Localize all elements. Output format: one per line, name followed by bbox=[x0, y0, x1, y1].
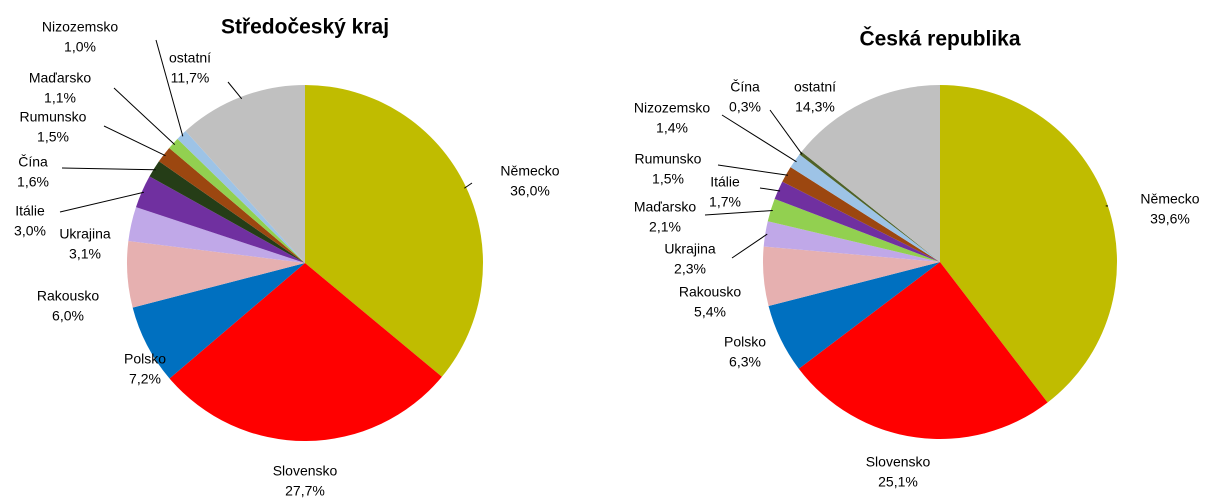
slice-value: 1,1% bbox=[44, 90, 76, 106]
leader-line bbox=[704, 210, 773, 216]
chart-title: Česká republika bbox=[859, 27, 1020, 51]
pie-slice bbox=[149, 161, 305, 263]
slice-label: Německo bbox=[1140, 191, 1199, 207]
slice-value: 3,1% bbox=[69, 246, 101, 262]
slice-label: Čína bbox=[18, 154, 48, 170]
slice-value: 39,6% bbox=[1150, 211, 1190, 227]
pie-slice bbox=[763, 221, 940, 262]
slice-value: 25,1% bbox=[878, 474, 918, 490]
slice-label: Německo bbox=[500, 163, 559, 179]
slice-value: 11,7% bbox=[171, 70, 210, 86]
leader-line bbox=[759, 187, 781, 192]
slice-value: 1,5% bbox=[37, 129, 69, 145]
pie-slice bbox=[801, 85, 940, 262]
pie-slice bbox=[169, 263, 442, 442]
slice-value: 2,3% bbox=[674, 261, 706, 277]
pie-slice bbox=[940, 85, 1117, 403]
slice-label: ostatní bbox=[169, 50, 211, 66]
slice-label: Polsko bbox=[724, 334, 766, 350]
leader-line bbox=[103, 125, 166, 157]
pie-slice bbox=[305, 85, 484, 377]
slice-value: 27,7% bbox=[285, 483, 325, 499]
slice-value: 14,3% bbox=[795, 99, 835, 115]
slice-label: Slovensko bbox=[273, 463, 338, 479]
slice-value: 3,0% bbox=[14, 223, 46, 239]
slice-label: Itálie bbox=[710, 174, 740, 190]
leader-line bbox=[227, 81, 243, 100]
pie-slice bbox=[774, 181, 940, 262]
slice-value: 0,3% bbox=[729, 99, 761, 115]
leader-line bbox=[61, 167, 156, 171]
pie-slice bbox=[135, 176, 305, 263]
chart-title: Středočeský kraj bbox=[221, 16, 389, 39]
slice-value: 6,0% bbox=[52, 308, 84, 324]
leader-line bbox=[769, 109, 803, 155]
pie-slice bbox=[169, 138, 305, 263]
slice-label: Ukrajina bbox=[59, 226, 111, 242]
pie-slice bbox=[128, 207, 305, 263]
pie-slice bbox=[126, 240, 305, 308]
slice-value: 7,2% bbox=[129, 371, 161, 387]
leader-line bbox=[464, 182, 473, 189]
slice-value: 1,4% bbox=[656, 120, 688, 136]
leader-line bbox=[731, 233, 768, 259]
slice-value: 1,5% bbox=[652, 171, 684, 187]
slice-label: Rumunsko bbox=[20, 109, 87, 125]
slice-label: Ukrajina bbox=[664, 241, 716, 257]
slice-label: Rakousko bbox=[679, 284, 741, 300]
slice-label: Rumunsko bbox=[635, 151, 702, 167]
pie-slice bbox=[185, 85, 305, 263]
leader-line bbox=[717, 164, 789, 176]
slice-value: 6,3% bbox=[729, 354, 761, 370]
pie-slice bbox=[132, 263, 305, 379]
slice-label: Nizozemsko bbox=[42, 19, 118, 35]
slice-label: Nizozemsko bbox=[634, 100, 710, 116]
slice-label: Rakousko bbox=[37, 288, 99, 304]
leader-line bbox=[59, 191, 144, 213]
slice-value: 1,0% bbox=[64, 39, 96, 55]
pie-slice bbox=[177, 131, 305, 263]
slice-value: 36,0% bbox=[510, 183, 550, 199]
slice-value: 1,7% bbox=[709, 194, 741, 210]
slice-value: 1,6% bbox=[17, 174, 49, 190]
slice-label: ostatní bbox=[794, 79, 836, 95]
pie-slice bbox=[782, 167, 940, 262]
pie-slice bbox=[799, 151, 940, 262]
leader-line bbox=[155, 39, 184, 137]
slice-label: Maďarsko bbox=[634, 199, 697, 215]
leader-line bbox=[113, 87, 176, 146]
slice-label: Itálie bbox=[15, 203, 45, 219]
pie-slice bbox=[798, 262, 1048, 439]
slice-label: Maďarsko bbox=[29, 70, 92, 86]
pie-slice bbox=[768, 262, 940, 369]
pie-slice bbox=[763, 246, 940, 307]
slice-label: Čína bbox=[730, 79, 760, 95]
slice-label: Slovensko bbox=[866, 454, 931, 470]
pie-slice bbox=[767, 198, 940, 262]
slice-label: Polsko bbox=[124, 351, 166, 367]
slice-value: 2,1% bbox=[649, 219, 681, 235]
leader-line bbox=[721, 114, 797, 163]
pie-slice bbox=[790, 154, 940, 262]
pie-slice bbox=[158, 147, 305, 263]
slice-value: 5,4% bbox=[694, 304, 726, 320]
